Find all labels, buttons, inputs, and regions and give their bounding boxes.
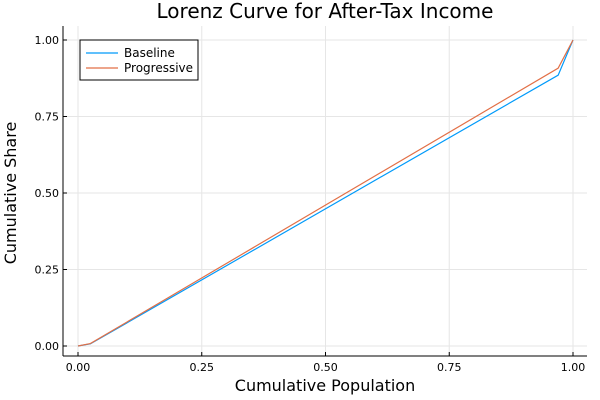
chart-title: Lorenz Curve for After-Tax Income bbox=[157, 0, 494, 23]
y-axis-label: Cumulative Share bbox=[1, 122, 20, 265]
x-axis-label: Cumulative Population bbox=[235, 376, 415, 395]
legend: Baseline Progressive bbox=[79, 39, 199, 81]
y-tick-label: 1.00 bbox=[35, 34, 60, 47]
legend-label-baseline: Baseline bbox=[124, 46, 175, 60]
grid-lines bbox=[63, 26, 587, 356]
series-line-progressive bbox=[77, 39, 574, 347]
x-tick-label: 0.25 bbox=[190, 361, 215, 374]
series-lines bbox=[77, 39, 574, 347]
y-tick-label: 0.75 bbox=[35, 111, 60, 124]
y-tick-label: 0.50 bbox=[35, 187, 60, 200]
tick-marks: 0.00 0.25 0.50 0.75 1.00 0.00 0.25 0.50 0.75 1.00 bbox=[35, 34, 586, 374]
y-tick-label: 0.25 bbox=[35, 264, 60, 277]
x-tick-label: 0.00 bbox=[66, 361, 91, 374]
legend-box bbox=[79, 39, 199, 81]
y-tick-label: 0.00 bbox=[35, 340, 60, 353]
x-tick-label: 1.00 bbox=[561, 361, 586, 374]
x-tick-label: 0.75 bbox=[437, 361, 462, 374]
legend-label-progressive: Progressive bbox=[124, 61, 193, 75]
x-tick-label: 0.50 bbox=[313, 361, 338, 374]
